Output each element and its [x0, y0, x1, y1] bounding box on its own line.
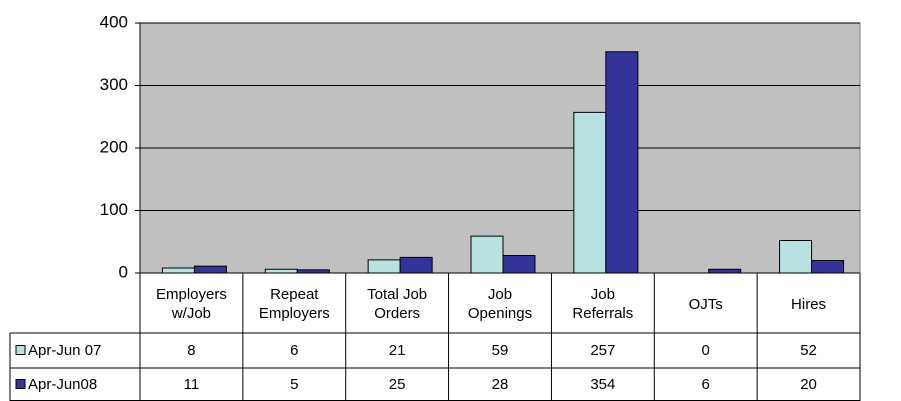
- bar: [502, 255, 536, 274]
- table-value: 6: [701, 376, 710, 393]
- legend-label: Apr-Jun08: [28, 376, 98, 393]
- table-value: 59: [491, 342, 509, 359]
- bar: [708, 268, 742, 274]
- bar: [605, 51, 639, 274]
- category-label: Repeat Employers: [258, 286, 330, 322]
- category-label: Hires: [791, 295, 827, 313]
- table-value: 25: [388, 376, 406, 393]
- bar: [779, 240, 813, 274]
- y-tick-label: 300: [100, 75, 128, 94]
- bar: [264, 268, 298, 274]
- legend-swatch: [15, 345, 26, 355]
- table-value: 5: [290, 376, 299, 393]
- legend-label: Apr-Jun 07: [28, 342, 102, 359]
- table-value: 20: [800, 376, 817, 393]
- table-value: 52: [800, 342, 817, 359]
- table-value: 8: [187, 342, 196, 359]
- legend-swatch: [15, 379, 26, 389]
- bar: [399, 256, 433, 274]
- y-tick-label: 100: [100, 200, 128, 219]
- bar: [193, 265, 227, 274]
- y-tick-label: 0: [119, 262, 128, 281]
- table-value: 11: [183, 376, 200, 393]
- y-tick-label: 200: [100, 137, 128, 156]
- bar: [470, 235, 504, 274]
- table-value: 6: [290, 342, 299, 359]
- bar: [811, 260, 845, 274]
- table-value: 0: [701, 342, 710, 359]
- bar: [573, 111, 607, 274]
- category-label: OJTs: [688, 295, 723, 313]
- table-value: 257: [590, 342, 616, 359]
- table-value: 28: [491, 376, 509, 393]
- table-value: 21: [388, 342, 406, 359]
- category-label: Job Referrals: [572, 286, 634, 322]
- bar: [161, 267, 195, 274]
- table-value: 354: [590, 376, 616, 393]
- category-label: Total Job Orders: [367, 286, 428, 322]
- y-tick-label: 400: [100, 12, 128, 31]
- category-label: Job Openings: [467, 286, 533, 322]
- category-label: Employers w/Job: [155, 286, 227, 322]
- bar: [367, 259, 401, 274]
